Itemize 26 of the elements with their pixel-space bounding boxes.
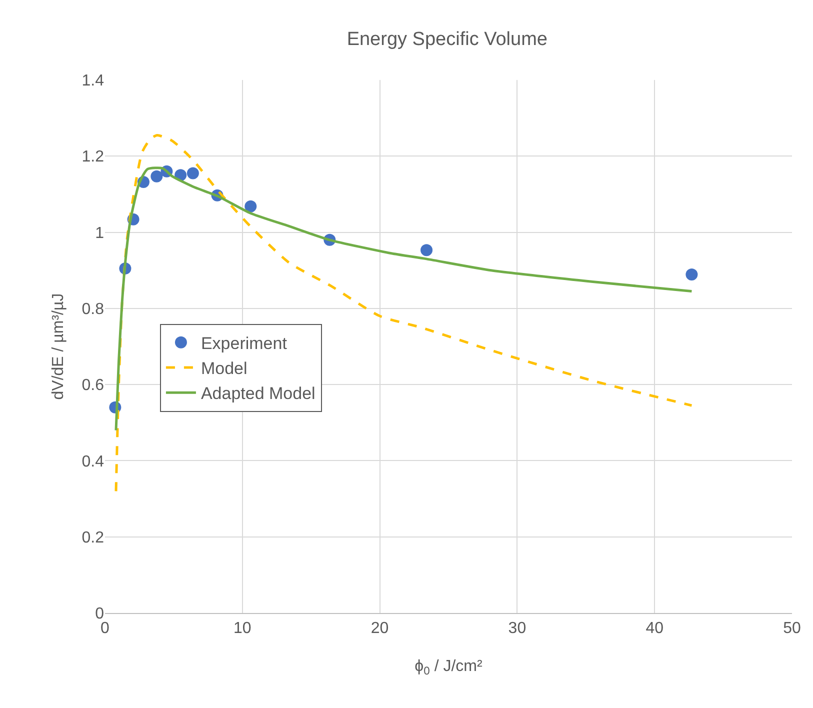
x-tick-label: 40 <box>646 620 664 638</box>
y-axis-title: dV/dE / µm³/µJ <box>50 293 67 400</box>
y-tick-label: 0.6 <box>82 377 104 394</box>
y-tick-label: 1.2 <box>82 148 104 166</box>
legend-label: Adapted Model <box>200 384 316 404</box>
point <box>244 200 257 212</box>
point <box>686 268 698 281</box>
y-tick-label: 0.8 <box>82 301 104 318</box>
y-tick-label: 1.4 <box>82 72 104 90</box>
point <box>420 244 433 256</box>
x-tick-label: 50 <box>783 620 801 638</box>
y-tick-label: 0.2 <box>82 529 104 546</box>
x-tick-label: 30 <box>508 620 526 638</box>
line-series <box>114 134 693 492</box>
y-tick-label: 0.4 <box>82 453 104 470</box>
chart-title: Energy Specific Volume <box>346 29 548 50</box>
x-tick-label: 20 <box>370 620 389 638</box>
y-tick-label: 1 <box>95 224 104 242</box>
legend-label: Model <box>200 359 248 378</box>
legend-label: Experiment <box>200 334 288 353</box>
x-tick-label: 10 <box>234 620 252 638</box>
y-tick-label: 0 <box>95 606 104 623</box>
point <box>150 170 163 182</box>
point <box>186 167 199 180</box>
x-axis-title: ϕ$_{0}$ / J/cm² <box>414 658 483 678</box>
line-series <box>114 166 693 432</box>
